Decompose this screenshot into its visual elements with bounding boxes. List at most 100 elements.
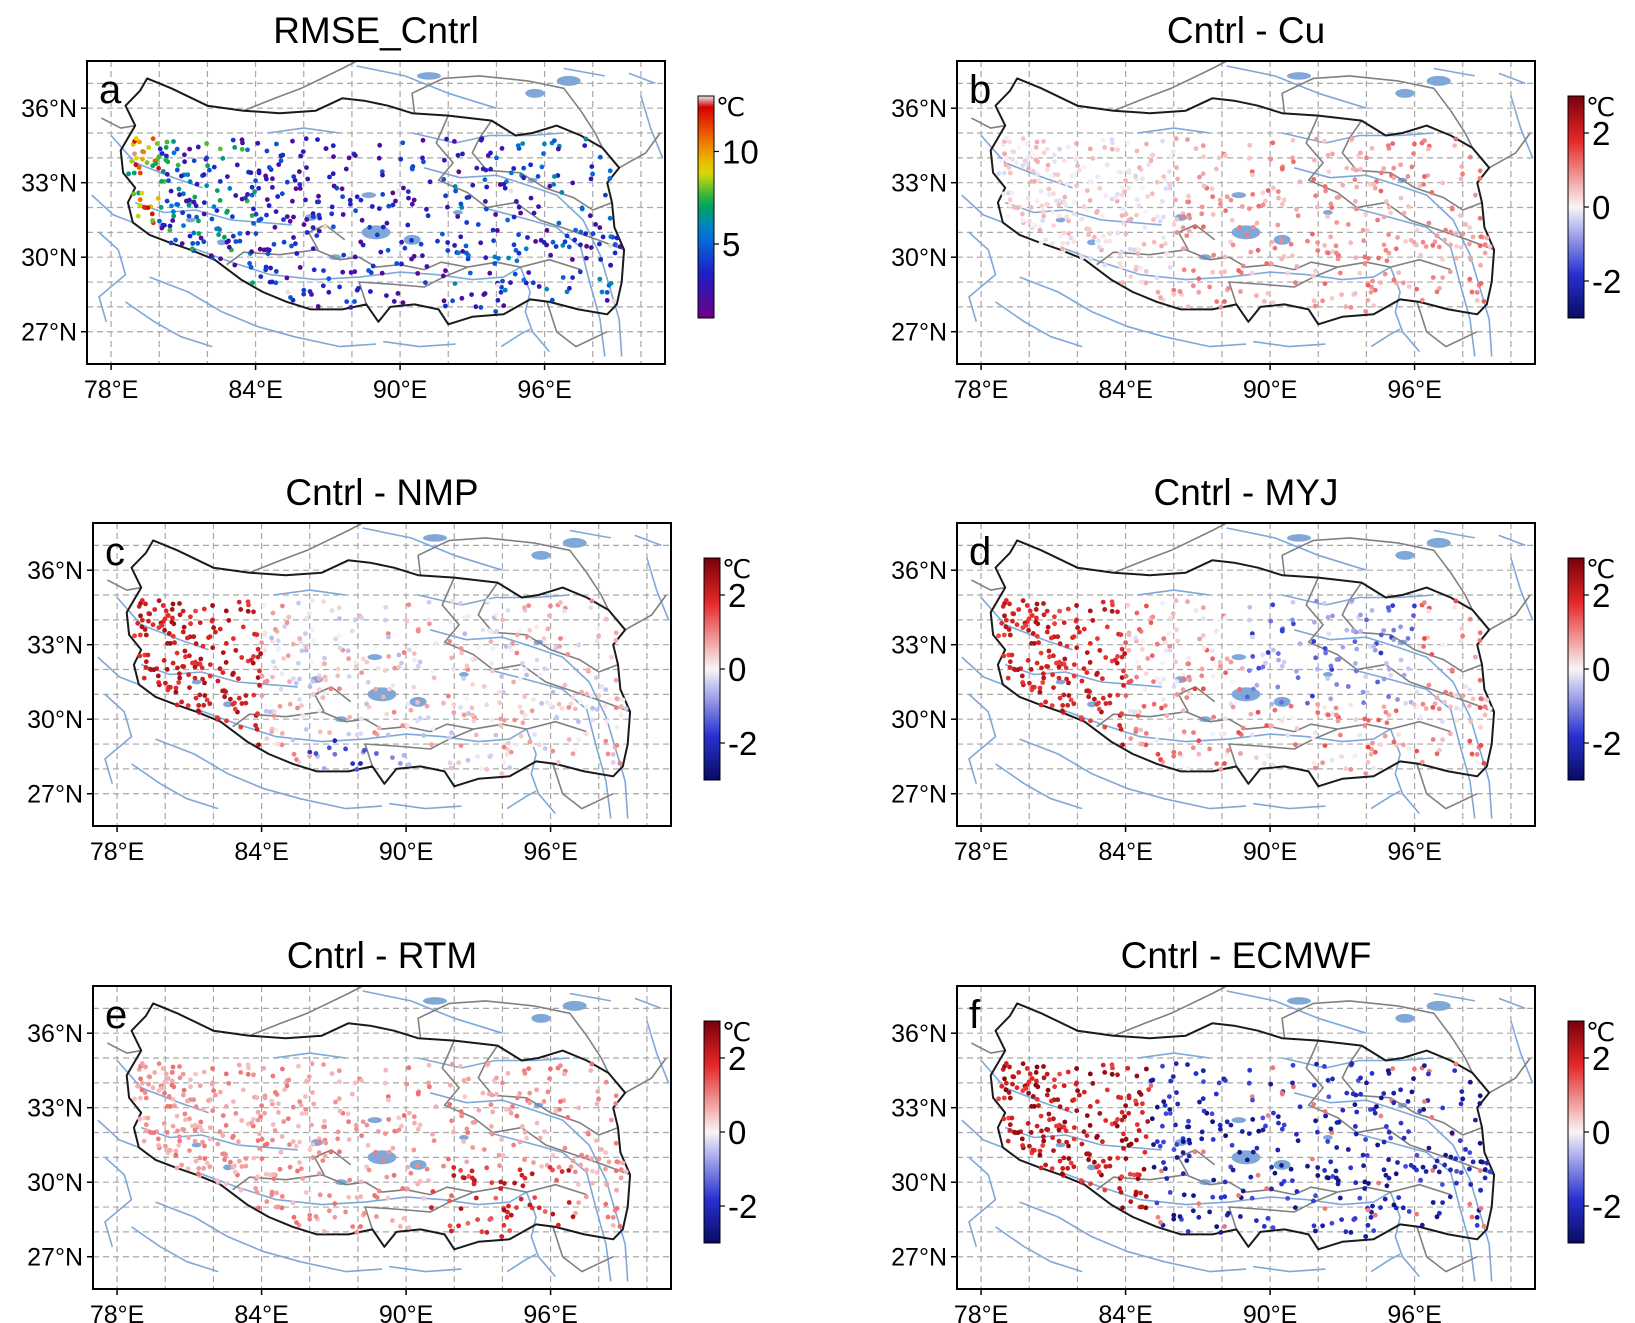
station-point xyxy=(188,1084,194,1090)
station-point xyxy=(1460,693,1466,699)
station-point xyxy=(541,1099,547,1104)
station-point xyxy=(1003,617,1009,623)
station-point xyxy=(1226,1210,1231,1216)
station-point xyxy=(343,746,348,752)
station-point xyxy=(1463,222,1468,227)
station-point xyxy=(1481,298,1487,304)
colorbar-tick-label: 0 xyxy=(1592,651,1610,688)
station-point xyxy=(1240,725,1246,731)
station-point xyxy=(332,738,338,744)
station-point xyxy=(1369,146,1375,151)
station-point xyxy=(243,1163,249,1169)
station-point xyxy=(573,1210,578,1216)
station-point xyxy=(604,298,610,303)
station-point xyxy=(1458,1170,1464,1175)
province-boundary xyxy=(1113,986,1228,1037)
station-point xyxy=(139,1080,145,1086)
station-point xyxy=(1185,304,1191,309)
station-point xyxy=(1328,696,1334,702)
station-point xyxy=(396,1115,402,1121)
station-point xyxy=(1386,1129,1392,1135)
station-point xyxy=(469,292,474,297)
station-point xyxy=(1191,268,1196,273)
station-point xyxy=(583,731,589,737)
station-point xyxy=(406,1225,412,1230)
station-point xyxy=(1193,608,1199,613)
river-line xyxy=(640,95,664,159)
station-point xyxy=(466,194,472,200)
station-point xyxy=(1398,624,1403,630)
station-point xyxy=(1422,1099,1427,1104)
station-point xyxy=(1026,616,1032,622)
station-point xyxy=(1003,624,1009,630)
station-point xyxy=(228,696,233,702)
station-point xyxy=(1005,1138,1011,1144)
station-point xyxy=(266,203,272,208)
station-point xyxy=(613,1168,619,1174)
station-point xyxy=(1161,235,1166,240)
station-point xyxy=(1023,623,1029,628)
station-point xyxy=(321,599,326,604)
station-point xyxy=(223,641,229,646)
station-point xyxy=(1467,276,1473,282)
station-point xyxy=(157,218,162,224)
station-point xyxy=(1047,1117,1052,1123)
station-point xyxy=(558,1099,563,1104)
station-point xyxy=(1353,1131,1359,1137)
station-point xyxy=(1037,223,1043,229)
station-point xyxy=(287,679,292,684)
station-point xyxy=(326,276,332,282)
river-line xyxy=(1060,246,1421,353)
station-point xyxy=(316,676,322,681)
station-point xyxy=(1134,659,1140,664)
station-point xyxy=(261,247,267,253)
station-point xyxy=(1167,1107,1173,1112)
station-point xyxy=(1250,192,1256,197)
station-point xyxy=(1161,1139,1166,1145)
station-point xyxy=(441,298,447,304)
station-point xyxy=(354,767,360,772)
station-point xyxy=(1123,1156,1129,1161)
station-point xyxy=(1074,617,1079,623)
station-point xyxy=(461,1175,467,1181)
station-point xyxy=(1473,1117,1478,1123)
station-point xyxy=(390,682,396,688)
station-point xyxy=(136,165,142,170)
station-point xyxy=(1270,762,1276,767)
station-point xyxy=(1154,737,1160,743)
station-point xyxy=(274,141,279,147)
station-point xyxy=(1115,692,1121,698)
station-point xyxy=(1460,231,1466,237)
station-point xyxy=(356,285,361,291)
station-point xyxy=(1297,179,1303,185)
station-point xyxy=(1474,1223,1480,1228)
station-point xyxy=(214,188,220,194)
lat-tick-label: 27°N xyxy=(27,781,83,809)
station-point xyxy=(177,1134,182,1140)
station-point xyxy=(1477,705,1483,711)
station-point xyxy=(197,1083,203,1089)
station-point xyxy=(1381,1167,1387,1173)
station-point xyxy=(1109,1071,1115,1077)
station-point xyxy=(1469,1214,1475,1220)
station-point xyxy=(417,659,423,665)
station-point xyxy=(1482,242,1488,248)
station-point xyxy=(192,664,198,670)
plateau-boundary xyxy=(989,1002,1496,1251)
station-point xyxy=(1351,1217,1357,1222)
station-point xyxy=(576,719,581,724)
river-line xyxy=(1137,589,1211,596)
station-point xyxy=(1003,1080,1009,1086)
station-point xyxy=(291,214,296,220)
station-point xyxy=(1222,1194,1228,1200)
station-point xyxy=(167,227,173,233)
station-point xyxy=(1325,250,1331,256)
station-point xyxy=(386,686,392,692)
station-point xyxy=(1442,237,1448,243)
station-point xyxy=(1365,297,1371,303)
station-point xyxy=(231,1133,236,1139)
station-point xyxy=(311,638,317,644)
station-point xyxy=(522,666,528,672)
station-point xyxy=(202,1156,208,1161)
station-point xyxy=(1126,1095,1132,1101)
